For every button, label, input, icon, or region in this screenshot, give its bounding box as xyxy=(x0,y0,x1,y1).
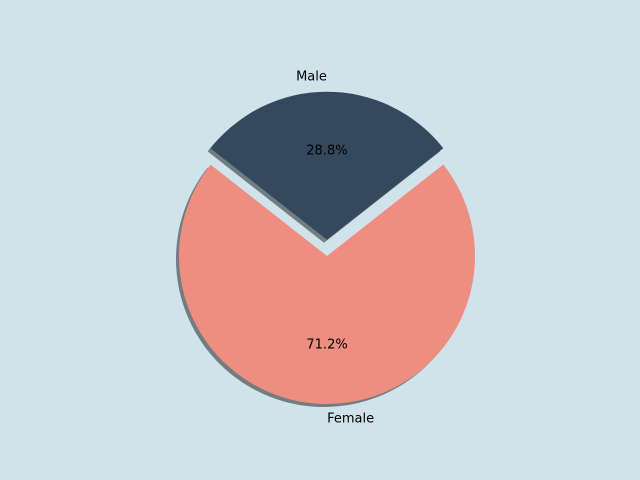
value-label: 71.2% xyxy=(306,337,347,352)
value-label: 28.8% xyxy=(306,143,347,158)
category-label: Female xyxy=(327,411,374,426)
pie-wedge xyxy=(210,91,444,240)
pie-wedge xyxy=(179,164,475,404)
category-label: Male xyxy=(296,69,327,84)
wedge-layer xyxy=(179,91,475,404)
